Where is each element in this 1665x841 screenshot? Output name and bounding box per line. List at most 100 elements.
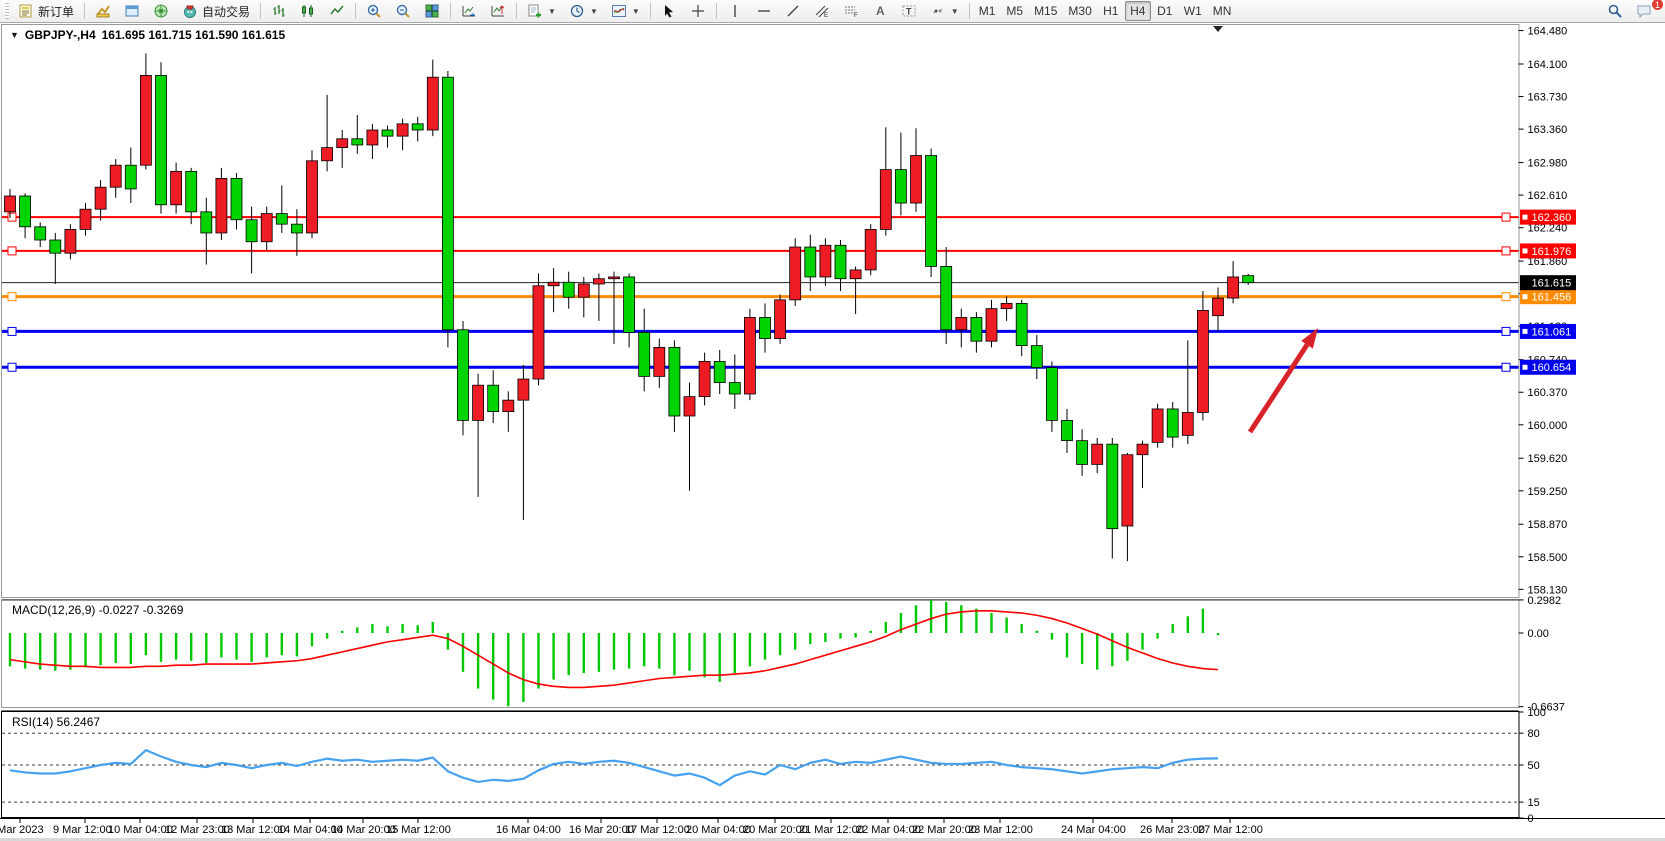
- trend-arrow-head[interactable]: [1301, 328, 1318, 349]
- zoom-in-button[interactable]: [360, 1, 388, 21]
- svg-text:T: T: [906, 7, 912, 17]
- autotrading-icon: [184, 5, 197, 18]
- candle-bullish: [64, 229, 77, 254]
- autotrading-button[interactable]: 自动交易: [176, 1, 256, 21]
- macd-signal-line: [9, 609, 1219, 689]
- candle-bullish: [215, 177, 228, 234]
- horizontal-line-tool-button[interactable]: [750, 1, 778, 21]
- timeframe-group: M1 M5 M15 M30 H1 H4 D1 W1 MN: [974, 1, 1237, 21]
- timeframe-d1-button[interactable]: D1: [1157, 4, 1173, 18]
- zoom-out-button[interactable]: [389, 1, 417, 21]
- equidistant-channel-icon: E: [815, 5, 829, 19]
- line-handle[interactable]: [7, 326, 17, 336]
- vertical-line-tool-button[interactable]: [721, 1, 749, 21]
- text-tool-button[interactable]: A: [866, 1, 894, 21]
- line-chart-icon: [330, 5, 344, 15]
- horizontal-line-icon: [757, 10, 770, 12]
- tile-windows-button[interactable]: [418, 1, 446, 21]
- timeframe-m15-button[interactable]: M15: [1034, 4, 1058, 18]
- timeframe-mn-button[interactable]: MN: [1212, 4, 1232, 18]
- date-axis-label: 22 Mar 20:00: [912, 824, 977, 836]
- cursor-tool-button[interactable]: [655, 1, 683, 21]
- trendline-icon: [787, 5, 799, 17]
- candle-bullish: [260, 213, 273, 243]
- timeframe-w1-button[interactable]: W1: [1183, 4, 1202, 18]
- navigator-button[interactable]: [147, 1, 175, 21]
- auto-scroll-button[interactable]: [455, 1, 483, 21]
- candle-bullish: [547, 281, 560, 287]
- line-handle[interactable]: [1501, 292, 1511, 302]
- timeframe-h4-button[interactable]: H4: [1124, 1, 1151, 21]
- trendline-tool-button[interactable]: [779, 1, 807, 21]
- chat-bubble-icon: [1637, 5, 1651, 19]
- candle-bullish: [698, 361, 711, 398]
- data-window-button[interactable]: [118, 1, 146, 21]
- candle-bullish: [1212, 297, 1224, 317]
- zoom-out-icon: [396, 4, 410, 18]
- price-badge: [1520, 323, 1576, 339]
- line-handle[interactable]: [7, 362, 17, 372]
- bar-chart-button[interactable]: [265, 1, 293, 21]
- templates-button[interactable]: ▼: [605, 1, 646, 21]
- chart-workspace[interactable]: 164.480 164.100 163.730 163.360 162.980 162.6…: [0, 24, 1665, 841]
- new-order-icon: [19, 4, 32, 18]
- fibonacci-tool-button[interactable]: F: [837, 1, 865, 21]
- line-chart-button[interactable]: [323, 1, 351, 21]
- date-axis-label: 21 Mar 12:00: [799, 824, 864, 836]
- line-handle[interactable]: [7, 292, 17, 302]
- line-handle[interactable]: [7, 246, 17, 256]
- trend-arrow-line[interactable]: [1247, 343, 1310, 434]
- price-axis-tick-label: 161.860: [1528, 256, 1568, 268]
- candlestick-chart-button[interactable]: [294, 1, 322, 21]
- text-label-icon: T: [902, 5, 916, 17]
- crosshair-icon: [691, 5, 704, 17]
- line-handle[interactable]: [1501, 326, 1511, 336]
- candle-bullish: [819, 244, 832, 278]
- candle-bullish: [1000, 302, 1013, 310]
- candle-bullish: [577, 283, 590, 298]
- main-chart-panel[interactable]: [1, 24, 1520, 598]
- macd-panel[interactable]: [1, 600, 1520, 708]
- toolbar-separator: [715, 3, 717, 19]
- candle-bullish: [744, 317, 756, 395]
- chart-shift-marker[interactable]: [1213, 26, 1223, 32]
- candle-bearish: [49, 239, 62, 254]
- data-window-icon: [125, 5, 139, 17]
- chart-canvas[interactable]: 164.480 164.100 163.730 163.360 162.980 162.6…: [0, 24, 1665, 841]
- timeframe-m1-button[interactable]: M1: [978, 4, 996, 18]
- candle-bullish: [321, 147, 334, 162]
- candle-bullish: [864, 229, 877, 271]
- market-watch-button[interactable]: [89, 1, 117, 21]
- new-template-button[interactable]: ▼: [521, 1, 562, 21]
- chart-shift-button[interactable]: [484, 1, 512, 21]
- search-button[interactable]: [1601, 1, 1629, 21]
- periods-button[interactable]: ▼: [563, 1, 604, 21]
- candle-bullish: [789, 246, 802, 301]
- candle-bullish: [1121, 454, 1134, 527]
- candle-bullish: [1091, 443, 1104, 465]
- timeframe-m5-button[interactable]: M5: [1006, 4, 1024, 18]
- label-tool-button[interactable]: T: [895, 1, 923, 21]
- new-order-button[interactable]: 新订单: [12, 1, 80, 21]
- timeframe-h1-button[interactable]: H1: [1103, 4, 1119, 18]
- line-handle[interactable]: [1501, 362, 1511, 372]
- vertical-line-icon: [734, 5, 736, 17]
- date-axis-label: 9 Mar 12:00: [53, 824, 112, 836]
- price-axis-tick-label: 158.500: [1528, 552, 1568, 564]
- dropdown-arrow-icon: ▼: [589, 6, 598, 16]
- tile-windows-icon: [425, 4, 439, 18]
- candle-bearish: [834, 244, 847, 280]
- line-handle[interactable]: [1501, 246, 1511, 256]
- price-badge-handle: [1522, 248, 1528, 254]
- line-handle[interactable]: [7, 212, 17, 222]
- channel-tool-button[interactable]: E: [808, 1, 836, 21]
- candle-bullish: [1136, 443, 1149, 456]
- price-badge-handle: [1522, 364, 1528, 370]
- date-axis-label: 16 Mar 20:00: [569, 824, 634, 836]
- toolbar-grip[interactable]: [5, 3, 9, 19]
- timeframe-m30-button[interactable]: M30: [1068, 4, 1092, 18]
- line-handle[interactable]: [1501, 212, 1511, 222]
- notifications-button[interactable]: 1: [1630, 0, 1664, 21]
- arrows-tool-button[interactable]: ▼: [924, 1, 965, 21]
- crosshair-tool-button[interactable]: [684, 1, 712, 21]
